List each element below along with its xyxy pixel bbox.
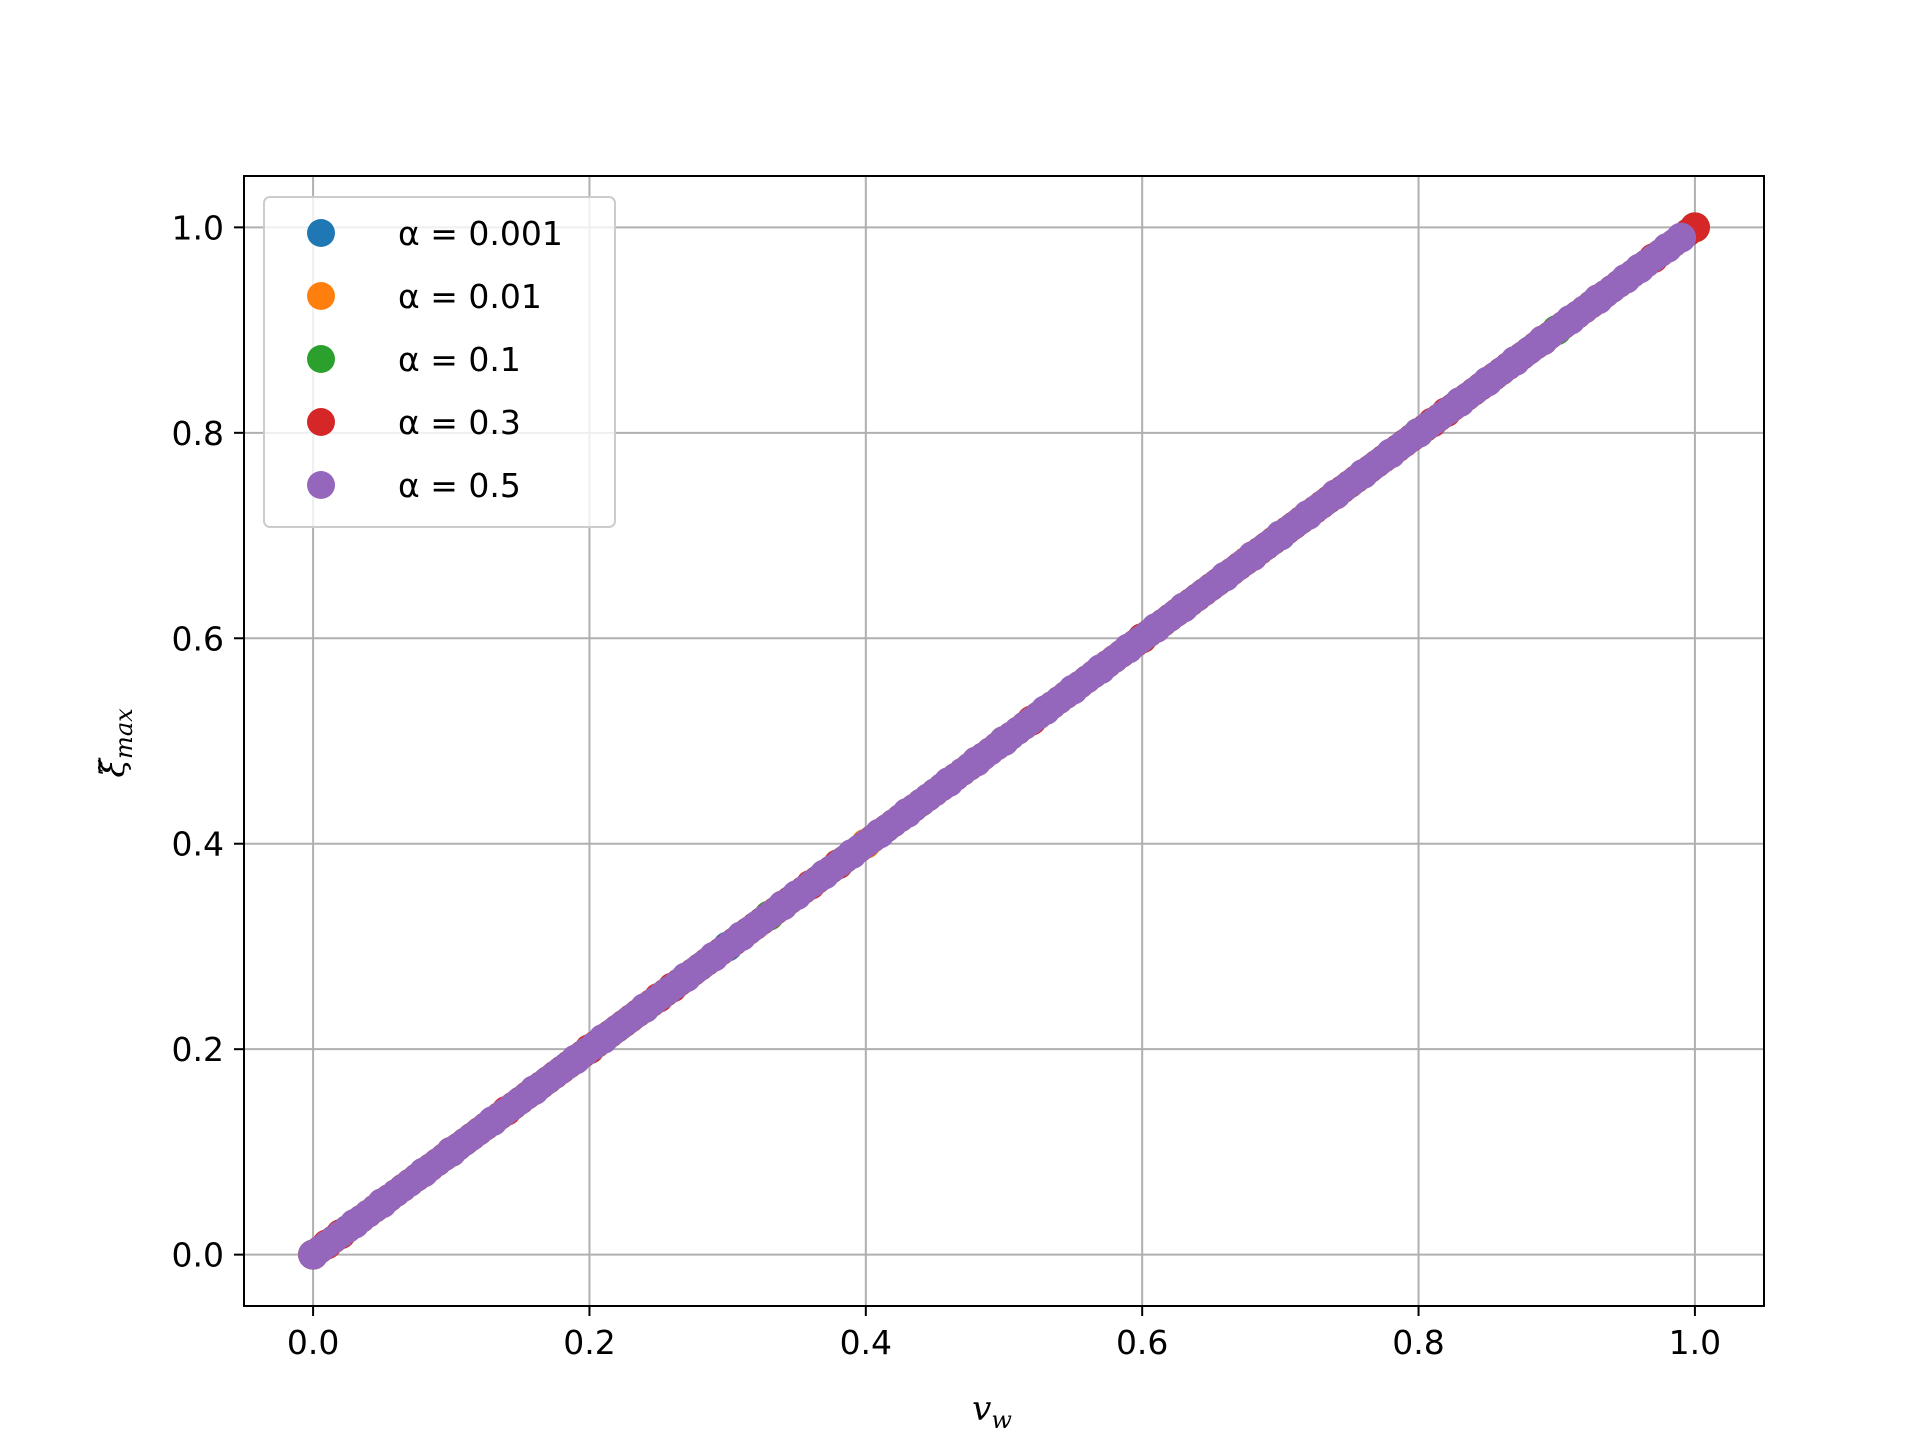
scatter-point: [1666, 222, 1697, 253]
y-axis-label: ξ̃max: [93, 708, 138, 778]
scatter-point: [1265, 520, 1296, 551]
scatter-point: [1527, 325, 1558, 356]
scatter-point: [1500, 345, 1531, 376]
x-tick-label: 0.6: [1116, 1323, 1168, 1362]
scatter-point: [781, 880, 812, 911]
scatter-point: [1403, 417, 1434, 448]
scatter-point: [1085, 654, 1116, 685]
legend: α = 0.001 α = 0.01 α = 0.1 α = 0.3 α = 0.5: [263, 196, 616, 528]
scatter-point: [519, 1075, 550, 1106]
y-tick-label: 0.2: [172, 1030, 224, 1069]
data-points: [298, 212, 1710, 1270]
legend-frame: [263, 196, 616, 528]
scatter-point: [1141, 613, 1171, 643]
scatter-point: [1113, 633, 1144, 664]
legend-label: α = 0.001: [398, 214, 563, 253]
scatter-point: [892, 797, 923, 828]
plot-frame: [243, 175, 1765, 1307]
legend-marker: [307, 345, 335, 373]
y-tick-label: 0.8: [172, 414, 224, 453]
scatter-point: [367, 1188, 398, 1219]
scatter-point: [809, 859, 840, 890]
x-axis-label: vw: [972, 1389, 1012, 1434]
scatter-point: [698, 941, 729, 972]
scatter-point: [298, 1239, 329, 1270]
scatter-point: [1030, 695, 1061, 726]
scatter-point: [408, 1157, 439, 1188]
series-4: [298, 222, 1697, 1270]
scatter-point: [1237, 541, 1268, 572]
scatter-point: [671, 962, 702, 993]
legend-label: α = 0.01: [398, 277, 542, 316]
scatter-point: [1555, 304, 1586, 335]
x-tick-label: 0.8: [1392, 1323, 1444, 1362]
legend-marker: [307, 471, 335, 499]
scatter-point: [864, 818, 895, 849]
y-tick-label: 0.6: [172, 619, 224, 658]
legend-label: α = 0.3: [398, 403, 521, 442]
scatter-point: [1348, 458, 1379, 489]
legend-marker: [307, 219, 335, 247]
scatter-point: [1293, 500, 1323, 530]
scatter-point: [989, 726, 1019, 756]
grid: [244, 176, 1764, 1306]
scatter-point: [477, 1106, 508, 1137]
scatter-point: [588, 1023, 619, 1054]
scatter-point: [933, 767, 964, 798]
scatter-point: [837, 839, 867, 869]
scatter-point: [1320, 479, 1351, 510]
legend-marker: [307, 408, 335, 436]
legend-marker: [307, 282, 335, 310]
x-tick-label: 0.2: [563, 1323, 615, 1362]
y-tick-label: 0.0: [172, 1236, 224, 1275]
scatter-point: [1168, 592, 1199, 623]
legend-label: α = 0.1: [398, 340, 521, 379]
y-tick-label: 0.4: [172, 825, 224, 864]
scatter-point: [1583, 284, 1614, 315]
y-tick-label: 1.0: [172, 208, 224, 247]
scatter-point: [1472, 366, 1503, 397]
x-tick-label: 0.4: [840, 1323, 892, 1362]
scatter-point: [1375, 438, 1406, 469]
scatter-point: [726, 921, 757, 952]
scatter-point: [1624, 253, 1655, 284]
scatter-point: [436, 1136, 467, 1167]
axis-ticks: 0.0 0.2 0.4 0.6 0.8 1.0 0.0 0.2 0.4 0.6 0.8 1.0: [172, 208, 1722, 1362]
scatter-point: [339, 1208, 370, 1239]
scatter-point: [629, 993, 660, 1024]
scatter-point: [961, 746, 992, 777]
scatter-point: [1058, 674, 1089, 705]
legend-label: α = 0.5: [398, 466, 521, 505]
scatter-point: [1445, 387, 1475, 417]
x-tick-label: 0.0: [287, 1323, 339, 1362]
scatter-point: [1210, 561, 1241, 592]
x-tick-label: 1.0: [1669, 1323, 1721, 1362]
scatter-point: [560, 1044, 591, 1075]
